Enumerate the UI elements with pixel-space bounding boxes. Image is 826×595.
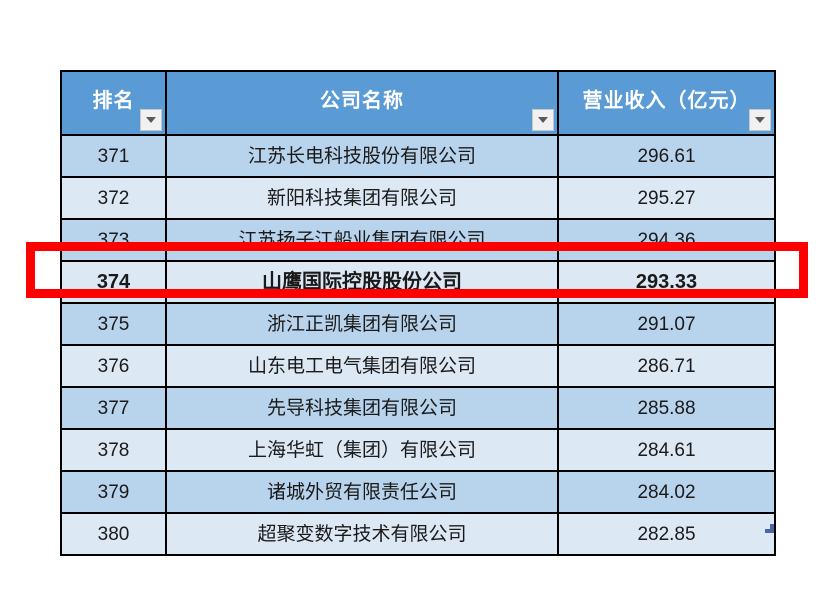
table-row[interactable]: 379 诸城外贸有限责任公司 284.02 [60,470,776,514]
cell-revenue[interactable]: 295.27 [557,176,776,220]
cell-revenue[interactable]: 285.88 [557,386,776,430]
table-row[interactable]: 377 先导科技集团有限公司 285.88 [60,386,776,430]
company-ranking-table: 排名 公司名称 营业收入（亿 [60,70,776,556]
cell-rank[interactable]: 379 [60,470,167,514]
cell-company[interactable]: 新阳科技集团有限公司 [165,176,559,220]
cell-rank[interactable]: 377 [60,386,167,430]
cell-rank[interactable]: 372 [60,176,167,220]
chevron-down-icon [755,117,765,123]
cell-revenue[interactable]: 284.02 [557,470,776,514]
cell-revenue[interactable]: 296.61 [557,134,776,178]
table-row[interactable]: 373 江苏扬子江船业集团有限公司 294.36 [60,218,776,262]
table-row[interactable]: 374 山鹰国际控股股份公司 293.33 [60,260,776,304]
cell-revenue[interactable]: 293.33 [557,260,776,304]
cell-rank[interactable]: 371 [60,134,167,178]
table-row[interactable]: 378 上海华虹（集团）有限公司 284.61 [60,428,776,472]
cell-company[interactable]: 先导科技集团有限公司 [165,386,559,430]
cell-company[interactable]: 诸城外贸有限责任公司 [165,470,559,514]
cell-revenue[interactable]: 291.07 [557,302,776,346]
chevron-down-icon [538,117,548,123]
column-header-rank-label: 排名 [92,90,135,112]
table-row[interactable]: 380 超聚变数字技术有限公司 282.85 [60,512,776,556]
cell-company[interactable]: 山鹰国际控股股份公司 [165,260,559,304]
column-header-rank: 排名 [60,70,167,136]
filter-dropdown-icon-company[interactable] [532,109,554,131]
cell-rank[interactable]: 380 [60,512,167,556]
column-header-company: 公司名称 [165,70,559,136]
cell-company[interactable]: 上海华虹（集团）有限公司 [165,428,559,472]
column-header-company-label: 公司名称 [320,90,404,112]
resize-handle-bar-vertical [770,524,774,533]
table-row[interactable]: 376 山东电工电气集团有限公司 286.71 [60,344,776,388]
cell-revenue[interactable]: 282.85 [557,512,776,556]
cell-revenue[interactable]: 284.61 [557,428,776,472]
cell-rank[interactable]: 373 [60,218,167,262]
chevron-down-icon [146,117,156,123]
cell-company[interactable]: 浙江正凯集团有限公司 [165,302,559,346]
cell-company[interactable]: 江苏扬子江船业集团有限公司 [165,218,559,262]
cell-revenue[interactable]: 294.36 [557,218,776,262]
column-header-revenue: 营业收入（亿元） [557,70,776,136]
column-header-revenue-label: 营业收入（亿元） [582,90,751,112]
table-row[interactable]: 372 新阳科技集团有限公司 295.27 [60,176,776,220]
cell-rank[interactable]: 375 [60,302,167,346]
cell-company[interactable]: 超聚变数字技术有限公司 [165,512,559,556]
header-row: 排名 公司名称 营业收入（亿 [60,70,776,136]
cell-company[interactable]: 山东电工电气集团有限公司 [165,344,559,388]
cell-company[interactable]: 江苏长电科技股份有限公司 [165,134,559,178]
table-row[interactable]: 375 浙江正凯集团有限公司 291.07 [60,302,776,346]
table-resize-handle[interactable] [765,524,774,533]
cell-revenue[interactable]: 286.71 [557,344,776,388]
cell-rank[interactable]: 378 [60,428,167,472]
table-body: 371 江苏长电科技股份有限公司 296.61 372 新阳科技集团有限公司 295.27… [60,134,776,556]
filter-dropdown-icon-revenue[interactable] [749,109,771,131]
cell-rank[interactable]: 376 [60,344,167,388]
resize-handle-bar-horizontal [765,529,774,533]
table-header: 排名 公司名称 营业收入（亿 [60,70,776,136]
cell-rank[interactable]: 374 [60,260,167,304]
filter-dropdown-icon-rank[interactable] [140,109,162,131]
table-row[interactable]: 371 江苏长电科技股份有限公司 296.61 [60,134,776,178]
